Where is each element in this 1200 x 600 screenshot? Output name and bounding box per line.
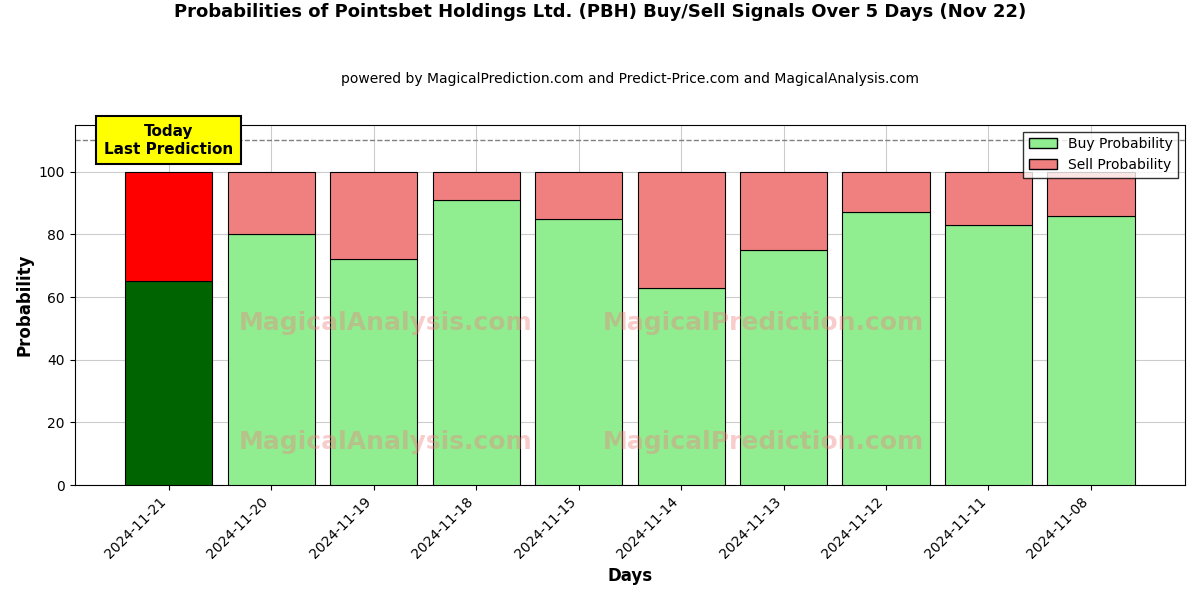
Text: MagicalPrediction.com: MagicalPrediction.com (602, 311, 924, 335)
Title: powered by MagicalPrediction.com and Predict-Price.com and MagicalAnalysis.com: powered by MagicalPrediction.com and Pre… (341, 72, 919, 86)
Text: Probabilities of Pointsbet Holdings Ltd. (PBH) Buy/Sell Signals Over 5 Days (Nov: Probabilities of Pointsbet Holdings Ltd.… (174, 3, 1026, 21)
Bar (842, 172, 930, 212)
Bar (330, 259, 418, 485)
Bar (1048, 172, 1134, 215)
Bar (432, 200, 520, 485)
Bar (944, 225, 1032, 485)
Bar (228, 235, 314, 485)
Bar (535, 218, 622, 485)
Bar (330, 172, 418, 259)
Bar (740, 172, 827, 250)
Text: Today
Last Prediction: Today Last Prediction (104, 124, 233, 157)
Bar (944, 172, 1032, 225)
Bar (228, 172, 314, 235)
Bar (1048, 215, 1134, 485)
Text: MagicalPrediction.com: MagicalPrediction.com (602, 430, 924, 454)
X-axis label: Days: Days (607, 567, 653, 585)
Legend: Buy Probability, Sell Probability: Buy Probability, Sell Probability (1024, 131, 1178, 178)
Bar (842, 212, 930, 485)
Y-axis label: Probability: Probability (16, 254, 34, 356)
Bar (740, 250, 827, 485)
Text: MagicalAnalysis.com: MagicalAnalysis.com (239, 430, 533, 454)
Bar (125, 281, 212, 485)
Bar (637, 172, 725, 287)
Bar (125, 172, 212, 281)
Bar (432, 172, 520, 200)
Bar (535, 172, 622, 218)
Text: MagicalAnalysis.com: MagicalAnalysis.com (239, 311, 533, 335)
Bar (637, 287, 725, 485)
